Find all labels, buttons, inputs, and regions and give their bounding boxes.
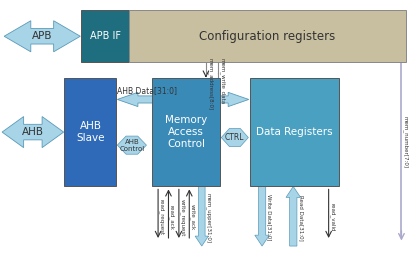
Text: Data Registers: Data Registers: [256, 127, 333, 137]
Polygon shape: [117, 92, 249, 106]
Text: AHB
Slave: AHB Slave: [76, 121, 105, 143]
Text: read_valid: read_valid: [329, 203, 335, 232]
Text: write_ack: write_ack: [190, 204, 196, 231]
Text: read_ack: read_ack: [169, 205, 175, 230]
Text: APB IF: APB IF: [89, 31, 121, 41]
Text: mem_upper[31:0]: mem_upper[31:0]: [206, 192, 211, 243]
Polygon shape: [2, 117, 64, 148]
Text: AHB: AHB: [22, 127, 44, 137]
Polygon shape: [286, 186, 300, 246]
Text: Write Data[31:0]: Write Data[31:0]: [267, 194, 272, 241]
Polygon shape: [4, 21, 80, 52]
Text: Read Data[31:0]: Read Data[31:0]: [298, 195, 303, 240]
Text: mem_number[7:0]: mem_number[7:0]: [403, 117, 409, 168]
Polygon shape: [255, 186, 270, 246]
Text: write_request: write_request: [179, 199, 185, 236]
Text: Memory
Access
Control: Memory Access Control: [165, 116, 207, 149]
Text: APB: APB: [32, 31, 53, 41]
Text: mem_address[8:0]: mem_address[8:0]: [207, 58, 213, 110]
Text: AHB
Control: AHB Control: [119, 139, 144, 152]
Polygon shape: [221, 128, 248, 147]
Bar: [129, 10, 406, 62]
Polygon shape: [117, 136, 146, 154]
Text: mem_write_data: mem_write_data: [220, 59, 225, 105]
Text: Configuration registers: Configuration registers: [199, 30, 335, 43]
Text: CTRL: CTRL: [225, 133, 245, 142]
Bar: [81, 10, 129, 62]
Text: AHB Data[31:0]: AHB Data[31:0]: [116, 86, 177, 95]
Text: read_request: read_request: [158, 199, 164, 236]
Bar: [152, 78, 220, 186]
Bar: [64, 78, 116, 186]
Polygon shape: [195, 186, 208, 246]
Bar: [250, 78, 339, 186]
